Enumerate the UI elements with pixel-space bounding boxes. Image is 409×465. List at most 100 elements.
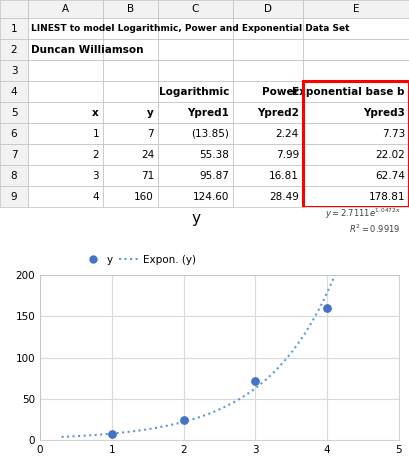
Text: 7: 7 — [147, 128, 154, 139]
Bar — [233, 102, 303, 123]
Text: 95.87: 95.87 — [199, 171, 229, 180]
Text: Ypred3: Ypred3 — [363, 107, 405, 118]
Bar — [158, 39, 233, 60]
Text: Power: Power — [262, 86, 299, 97]
Bar — [303, 81, 409, 102]
Bar — [233, 186, 303, 207]
Text: 9: 9 — [11, 192, 17, 201]
Text: y: y — [192, 211, 201, 226]
Bar — [0, 39, 28, 60]
Bar — [103, 0, 158, 18]
Text: (13.85): (13.85) — [191, 128, 229, 139]
Bar — [103, 123, 158, 144]
Bar — [28, 18, 103, 39]
Bar — [303, 144, 409, 165]
Bar — [28, 60, 103, 81]
Bar — [158, 165, 233, 186]
Bar — [0, 60, 28, 81]
Bar — [233, 123, 303, 144]
Text: 3: 3 — [11, 66, 17, 75]
Text: 160: 160 — [134, 192, 154, 201]
Text: $y = 2.7111e^{1.0472x}$: $y = 2.7111e^{1.0472x}$ — [325, 207, 401, 221]
Text: 22.02: 22.02 — [375, 150, 405, 159]
Bar — [28, 144, 103, 165]
Bar — [233, 144, 303, 165]
Text: 5: 5 — [11, 107, 17, 118]
Bar — [303, 123, 409, 144]
Point — [252, 378, 258, 385]
Bar — [158, 18, 233, 39]
Text: B: B — [127, 4, 134, 14]
Bar — [303, 81, 409, 207]
Bar — [158, 186, 233, 207]
Bar — [28, 81, 103, 102]
Bar — [233, 81, 303, 102]
Bar — [103, 144, 158, 165]
Bar — [303, 0, 409, 18]
Text: 124.60: 124.60 — [193, 192, 229, 201]
Bar — [233, 60, 303, 81]
Bar — [28, 186, 103, 207]
Legend: y, Expon. (y): y, Expon. (y) — [79, 251, 200, 269]
Text: 2.24: 2.24 — [276, 128, 299, 139]
Bar — [103, 165, 158, 186]
Text: 4: 4 — [92, 192, 99, 201]
Bar — [28, 165, 103, 186]
Text: Duncan Williamson: Duncan Williamson — [31, 45, 144, 54]
Text: Logarithmic: Logarithmic — [159, 86, 229, 97]
Bar — [158, 60, 233, 81]
Text: D: D — [264, 4, 272, 14]
Bar — [233, 39, 303, 60]
Bar — [158, 0, 233, 18]
Text: 55.38: 55.38 — [199, 150, 229, 159]
Text: Ypred1: Ypred1 — [187, 107, 229, 118]
Bar — [303, 186, 409, 207]
Bar — [103, 39, 158, 60]
Bar — [303, 102, 409, 123]
Text: 7.73: 7.73 — [382, 128, 405, 139]
Bar — [303, 39, 409, 60]
Bar — [0, 144, 28, 165]
Text: 62.74: 62.74 — [375, 171, 405, 180]
Bar — [28, 0, 103, 18]
Bar — [0, 81, 28, 102]
Text: A: A — [62, 4, 69, 14]
Text: 6: 6 — [11, 128, 17, 139]
Text: $R^2 = 0.9919$: $R^2 = 0.9919$ — [349, 223, 401, 235]
Bar — [103, 18, 158, 39]
Bar — [158, 144, 233, 165]
Bar — [158, 102, 233, 123]
Text: 3: 3 — [92, 171, 99, 180]
Bar — [28, 39, 103, 60]
Bar — [0, 123, 28, 144]
Text: C: C — [192, 4, 199, 14]
Text: 8: 8 — [11, 171, 17, 180]
Text: 7.99: 7.99 — [276, 150, 299, 159]
Text: 2: 2 — [92, 150, 99, 159]
Bar — [103, 102, 158, 123]
Bar — [103, 81, 158, 102]
Bar — [303, 165, 409, 186]
Text: Ypred2: Ypred2 — [257, 107, 299, 118]
Bar — [0, 165, 28, 186]
Bar — [0, 18, 28, 39]
Text: y: y — [147, 107, 154, 118]
Bar — [303, 60, 409, 81]
Bar — [28, 123, 103, 144]
Text: Exponential base b: Exponential base b — [292, 86, 405, 97]
Text: 28.49: 28.49 — [269, 192, 299, 201]
Text: 1: 1 — [92, 128, 99, 139]
Point — [324, 304, 330, 312]
Text: 1: 1 — [11, 24, 17, 33]
Bar — [28, 102, 103, 123]
Text: 7: 7 — [11, 150, 17, 159]
Bar — [233, 0, 303, 18]
Bar — [103, 60, 158, 81]
Bar — [158, 123, 233, 144]
Bar — [158, 81, 233, 102]
Bar — [103, 186, 158, 207]
Text: 71: 71 — [141, 171, 154, 180]
Text: x: x — [92, 107, 99, 118]
Point — [108, 431, 115, 438]
Text: E: E — [353, 4, 359, 14]
